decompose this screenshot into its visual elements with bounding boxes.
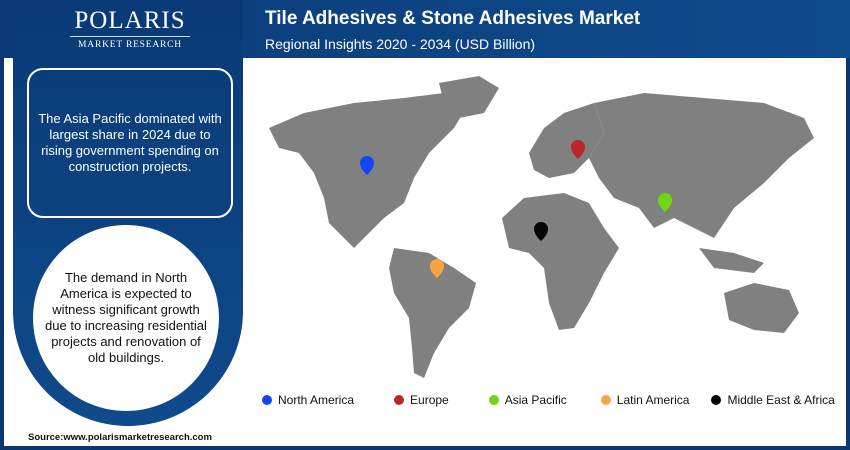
logo-sub: MARKET RESEARCH: [78, 40, 182, 50]
legend-item-asia-pacific: Asia Pacific: [488, 393, 567, 407]
asia-pacific-pin-icon: [658, 193, 672, 212]
map-pins: [360, 140, 672, 278]
legend-item-europe: Europe: [394, 393, 449, 407]
asia-shape: [589, 93, 814, 238]
polaris-logo: POLARIS MARKET RESEARCH: [70, 8, 190, 50]
logo-divider: [70, 36, 190, 37]
legend-item-middle-east-africa: Middle East & Africa: [711, 393, 835, 407]
legend-dot-icon: [600, 395, 611, 405]
greenland-shape: [439, 76, 499, 118]
insight-text: The Asia Pacific dominated with largest …: [38, 111, 222, 174]
legend-label: Latin America: [616, 393, 690, 407]
page-subtitle: Regional Insights 2020 - 2034 (USD Billi…: [265, 36, 536, 52]
north-america-insight: The demand in North America is expected …: [33, 225, 219, 411]
southeast-asia-shape: [699, 248, 764, 273]
europe-shape: [529, 103, 604, 178]
world-map: [269, 76, 814, 378]
australia-shape: [724, 283, 799, 333]
page-title: Tile Adhesives & Stone Adhesives Market: [265, 8, 641, 29]
legend-dot-icon: [488, 395, 499, 405]
legend-dot-icon: [394, 395, 405, 405]
latin-america-pin-icon: [430, 259, 444, 278]
europe-pin-icon: [571, 140, 585, 159]
legend-item-latin-america: Latin America: [600, 393, 690, 407]
south-america-shape: [389, 248, 476, 378]
legend-item-north-america: North America: [262, 393, 354, 407]
logo-name: POLARIS: [74, 7, 186, 34]
legend-dot-icon: [711, 395, 722, 405]
legend-label: Asia Pacific: [504, 393, 567, 407]
legend-label: North America: [278, 393, 355, 407]
map-legend: North America Europe Asia Pacific Latin …: [262, 393, 835, 407]
africa-shape: [502, 193, 619, 330]
legend-label: Europe: [410, 393, 449, 407]
legend-label: Middle East & Africa: [727, 393, 835, 407]
source-text: Source:www.polarismarketresearch.com: [28, 432, 212, 443]
insight-text: The demand in North America is expected …: [45, 270, 207, 365]
north-america-pin-icon: [360, 156, 374, 175]
middle-east-africa-pin-icon: [534, 222, 548, 241]
legend-dot-icon: [262, 395, 272, 405]
asia-pacific-insight: The Asia Pacific dominated with largest …: [27, 68, 233, 218]
